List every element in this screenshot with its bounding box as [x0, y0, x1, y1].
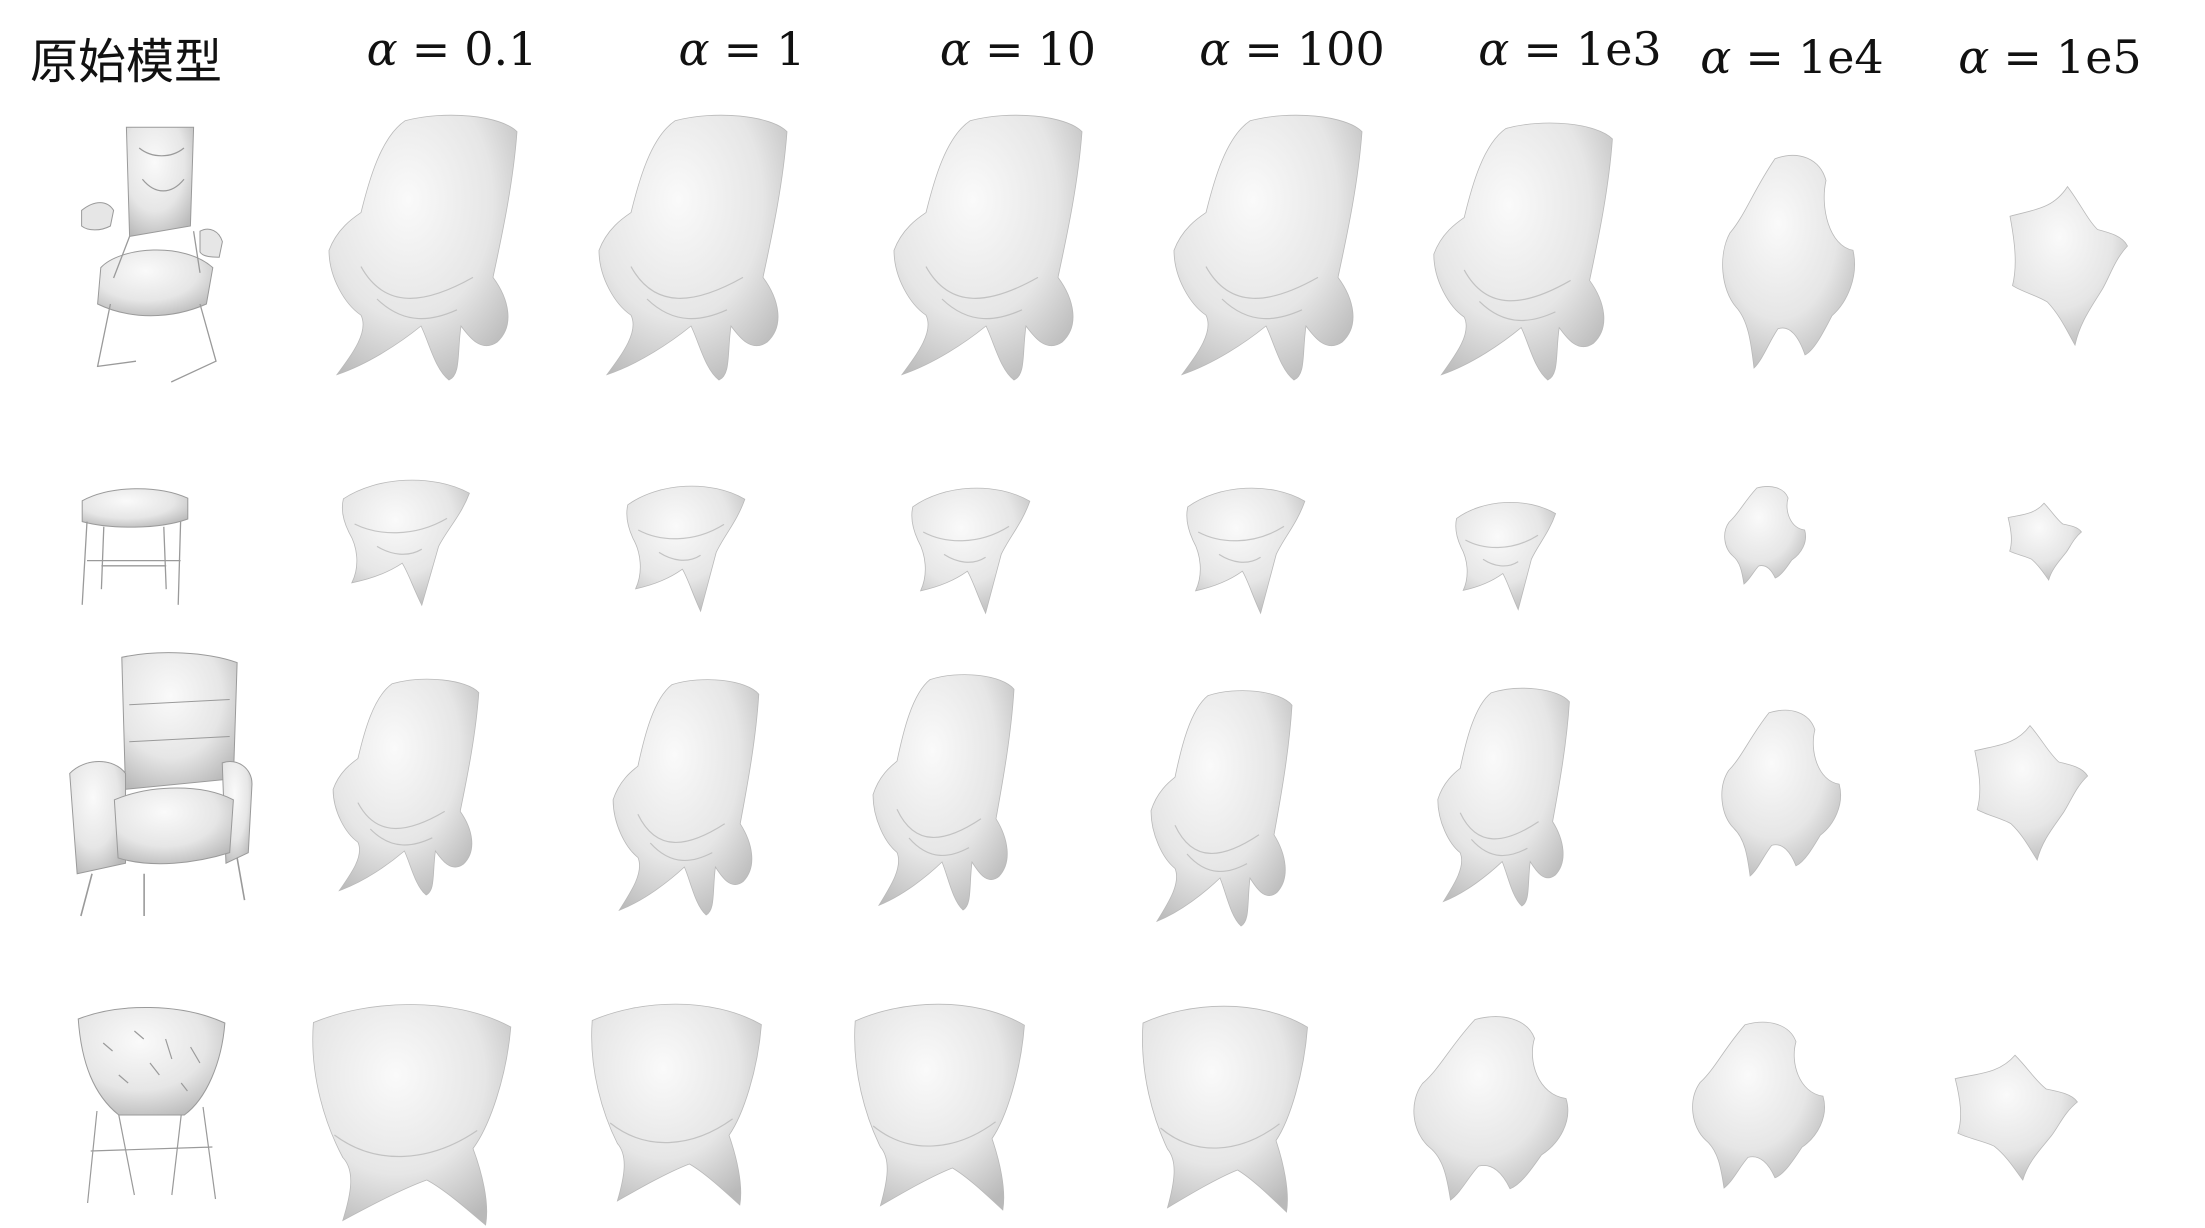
mesh-row3-alpha-0.1 — [305, 1000, 515, 1225]
mesh-row0-alpha-1e3 — [1430, 118, 1620, 380]
mesh-row3-alpha-100 — [1136, 1002, 1311, 1212]
equals-sign: = — [1244, 22, 1283, 76]
mesh-row1-alpha-1e4 — [1720, 484, 1812, 584]
alpha-symbol: α — [1700, 30, 1732, 84]
original-office-chair-with-armrests — [72, 122, 232, 382]
mesh-row2-alpha-1e3 — [1435, 684, 1575, 906]
mesh-row0-alpha-0.1 — [325, 110, 525, 380]
equals-sign: = — [411, 22, 451, 76]
equals-sign: = — [2003, 30, 2042, 84]
alpha-value: 100 — [1296, 22, 1385, 76]
alpha-value: 1 — [776, 22, 806, 76]
alpha-symbol: α — [1199, 22, 1231, 76]
alpha-header-2: α = 10 — [940, 22, 1096, 76]
original-model-header: 原始模型 — [30, 34, 223, 90]
mesh-row2-alpha-0.1 — [330, 675, 485, 895]
equals-sign: = — [1745, 30, 1784, 84]
equals-sign: = — [984, 22, 1024, 76]
mesh-row2-alpha-1e4 — [1715, 706, 1850, 876]
mesh-row0-alpha-1e4 — [1715, 150, 1865, 368]
alpha-value: 1e3 — [1575, 22, 1662, 76]
alpha-value: 1e4 — [1797, 30, 1884, 84]
mesh-row2-alpha-10 — [870, 670, 1020, 910]
mesh-row0-alpha-1e5 — [2005, 180, 2130, 345]
alpha-header-0: α = 0.1 — [367, 22, 538, 76]
mesh-row1-alpha-1e5 — [2005, 500, 2083, 580]
alpha-symbol: α — [366, 22, 398, 76]
alpha-value: 0.1 — [464, 22, 538, 76]
mesh-row3-alpha-10 — [848, 1000, 1028, 1210]
alpha-header-4: α = 1e3 — [1478, 22, 1661, 76]
mesh-row2-alpha-1 — [610, 675, 765, 915]
mesh-row3-alpha-1e4 — [1685, 1018, 1835, 1188]
equals-sign: = — [723, 22, 763, 76]
original-bowl-chair — [72, 1003, 228, 1203]
alpha-value: 10 — [1037, 22, 1097, 76]
mesh-row1-alpha-10 — [905, 476, 1035, 616]
equals-sign: = — [1523, 22, 1562, 76]
mesh-row0-alpha-1 — [595, 110, 795, 380]
alpha-header-1: α = 1 — [679, 22, 806, 76]
alpha-symbol: α — [678, 22, 710, 76]
mesh-row0-alpha-100 — [1170, 110, 1370, 380]
alpha-value: 1e5 — [2055, 30, 2142, 84]
mesh-row3-alpha-1 — [585, 1000, 765, 1205]
alpha-header-5: α = 1e4 — [1700, 30, 1883, 84]
mesh-row1-alpha-1 — [620, 474, 750, 614]
mesh-row1-alpha-100 — [1180, 476, 1310, 616]
alpha-header-6: α = 1e5 — [1958, 30, 2141, 84]
alpha-symbol: α — [1478, 22, 1510, 76]
alpha-symbol: α — [939, 22, 971, 76]
mesh-row3-alpha-1e3 — [1405, 1012, 1580, 1200]
alpha-header-3: α = 100 — [1199, 22, 1384, 76]
original-upholstered-armchair — [66, 652, 252, 916]
mesh-row0-alpha-10 — [890, 110, 1090, 380]
mesh-row1-alpha-0.1 — [335, 468, 475, 608]
original-stool — [75, 480, 195, 610]
mesh-row2-alpha-100 — [1148, 686, 1298, 926]
alpha-symbol: α — [1958, 30, 1990, 84]
mesh-row3-alpha-1e5 — [1950, 1050, 2080, 1180]
mesh-row1-alpha-1e3 — [1450, 492, 1560, 612]
mesh-row2-alpha-1e5 — [1970, 720, 2090, 860]
